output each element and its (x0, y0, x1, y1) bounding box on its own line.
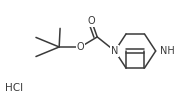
Text: NH: NH (160, 46, 175, 56)
Text: HCl: HCl (5, 83, 23, 93)
Text: O: O (88, 16, 95, 26)
Text: O: O (77, 42, 84, 52)
Text: N: N (111, 46, 119, 56)
